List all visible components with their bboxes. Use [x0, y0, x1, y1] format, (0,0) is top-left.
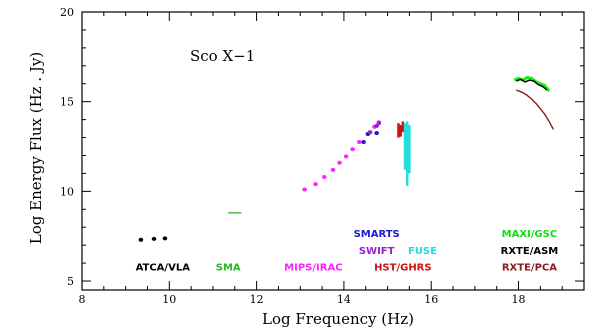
x-tick-label: 10 — [162, 293, 176, 306]
label-fuse: FUSE — [408, 246, 437, 257]
point-atca-vla — [162, 236, 168, 241]
label-swift: SWIFT — [359, 246, 395, 257]
label-atca-vla: ATCA/VLA — [136, 262, 191, 273]
chart-title: Sco X−1 — [190, 47, 255, 65]
label-maxi-gsc: MAXI/GSC — [502, 229, 558, 240]
x-axis-label: Log Frequency (Hz) — [262, 310, 414, 328]
label-sma: SMA — [216, 262, 241, 273]
data-marks — [138, 75, 555, 242]
y-tick-label: 10 — [60, 185, 74, 198]
label-smarts: SMARTS — [354, 229, 400, 240]
label-mips-irac: MIPS/IRAC — [284, 262, 342, 273]
point-mips-irac — [321, 175, 327, 180]
instrument-labels: ATCA/VLA SMA MIPS/IRAC SMARTS SWIFT FUSE HST/G… — [136, 229, 559, 273]
point-atca-vla — [138, 237, 144, 242]
x-tick-label: 16 — [424, 293, 438, 306]
label-rxte-pca: RXTE/PCA — [502, 262, 557, 273]
x-tick-label: 12 — [250, 293, 264, 306]
point-mips-irac — [356, 140, 362, 145]
point-mips-irac — [350, 147, 355, 152]
label-hst-ghrs: HST/GHRS — [374, 262, 432, 273]
point-mips-irac — [343, 154, 349, 159]
plot-axes — [81, 11, 585, 291]
point-mips-irac — [313, 182, 318, 187]
point-swift — [376, 121, 382, 126]
point-smarts — [374, 131, 379, 136]
point-mips-irac — [337, 160, 342, 165]
axis-ticks: 8 10 12 14 16 18 5 10 15 20 — [60, 6, 585, 306]
x-tick-label: 8 — [79, 293, 86, 306]
y-tick-label: 15 — [60, 96, 74, 109]
x-tick-label: 14 — [337, 293, 351, 306]
plot-frame — [81, 11, 585, 291]
y-axis-label: Log Energy Flux (Hz . Jy) — [27, 52, 45, 244]
line-rxte-asm — [516, 78, 548, 91]
point-mips-irac — [330, 167, 336, 172]
line-rxte-pca — [516, 89, 555, 130]
x-tick-label: 18 — [512, 293, 526, 306]
label-rxte-asm: RXTE/ASM — [501, 246, 559, 257]
point-smarts — [361, 140, 366, 145]
point-swift — [367, 130, 373, 135]
y-tick-label: 5 — [67, 275, 74, 288]
y-tick-label: 20 — [60, 6, 74, 19]
point-mips-irac — [302, 187, 307, 192]
point-atca-vla — [151, 236, 157, 241]
